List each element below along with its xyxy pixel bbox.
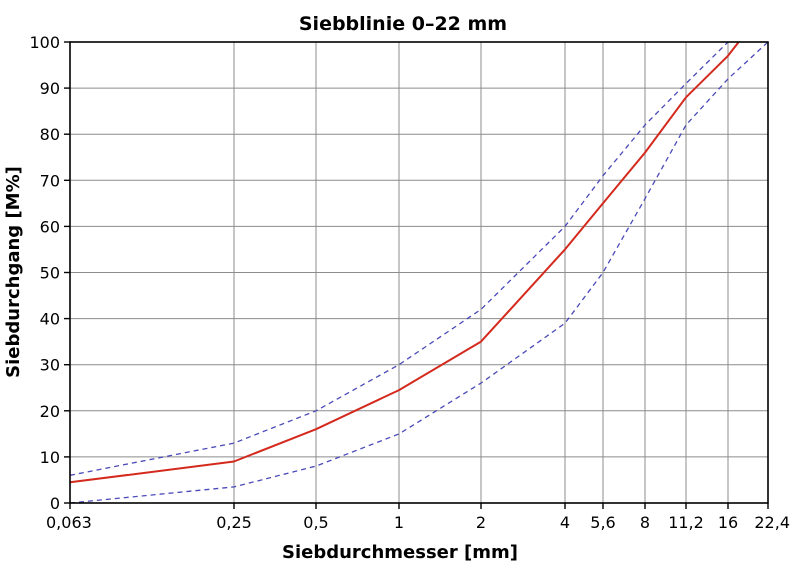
y-tick-label: 30: [40, 356, 60, 375]
x-tick-label: 22,4: [754, 513, 790, 532]
x-tick-label: 0,063: [46, 513, 92, 532]
upper-limit-line: [69, 41, 729, 476]
y-tick-label: 20: [40, 402, 60, 421]
x-tick-label: 5,6: [590, 513, 615, 532]
y-tick-label: 60: [40, 217, 60, 236]
y-tick-label: 100: [29, 33, 60, 52]
x-tick-label: 0,25: [216, 513, 252, 532]
y-tick-label: 70: [40, 171, 60, 190]
y-axis-label: Siebdurchgang [M%]: [3, 166, 24, 378]
x-tick-label: 4: [560, 513, 570, 532]
x-tick-label: 0,5: [303, 513, 328, 532]
y-axis: 0 10 20 30 40 50 60 70 80 90 100: [29, 33, 70, 513]
chart-title: Siebblinie 0–22 mm: [299, 13, 507, 35]
x-axis-label: Siebdurchmesser [mm]: [282, 542, 518, 563]
x-tick-label: 11,2: [668, 513, 704, 532]
y-tick-label: 80: [40, 125, 60, 144]
x-axis: 0,063 0,25 0,5 1 2 4 5,6 8 11,2 16 22,4: [46, 503, 790, 532]
y-tick-label: 50: [40, 264, 60, 283]
grading-curve-line: [69, 41, 740, 484]
y-tick-label: 40: [40, 310, 60, 329]
x-tick-label: 8: [640, 513, 650, 532]
y-tick-label: 90: [40, 79, 60, 98]
y-tick-label: 10: [40, 448, 60, 467]
grid: [69, 41, 769, 504]
x-tick-label: 1: [394, 513, 404, 532]
y-tick-label: 0: [50, 494, 60, 513]
x-tick-label: 2: [476, 513, 486, 532]
series-group: [69, 41, 769, 504]
x-tick-label: 16: [718, 513, 738, 532]
